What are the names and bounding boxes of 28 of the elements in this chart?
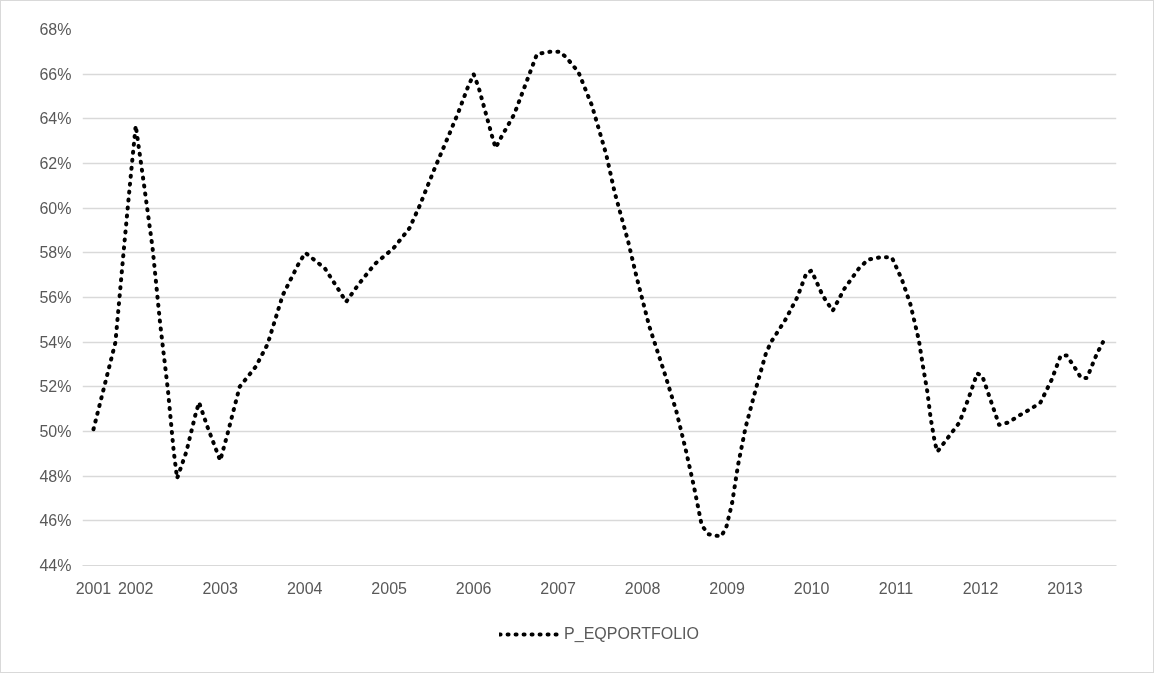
x-tick-label: 2012: [962, 579, 999, 597]
x-tick-label: 2009: [709, 579, 745, 597]
y-tick-label: 50%: [39, 423, 72, 440]
line-series: [91, 49, 1105, 539]
y-tick-label: 48%: [39, 467, 72, 485]
x-tick-label: 2006: [455, 579, 492, 597]
y-tick-label: 56%: [39, 289, 72, 306]
y-tick-label: 64%: [39, 110, 72, 128]
x-tick-label: 2013: [1047, 579, 1083, 597]
x-tick-label: 2007: [540, 579, 576, 597]
y-tick-label: 60%: [39, 199, 72, 217]
y-tick-label: 46%: [39, 512, 72, 530]
x-tick-label: 2011: [878, 579, 914, 597]
y-tick-label: 66%: [39, 65, 72, 83]
y-tick-label: 68%: [39, 21, 72, 38]
y-tick-label: 52%: [39, 378, 72, 396]
x-tick-label: 2003: [202, 579, 239, 597]
x-tick-label: 2002: [117, 579, 154, 597]
x-tick-label: 2008: [624, 579, 661, 597]
x-tick-label: 2001: [75, 579, 112, 597]
y-tick-label: 62%: [39, 155, 72, 172]
y-tick-label: 54%: [39, 333, 72, 351]
y-tick-label: 44%: [39, 557, 72, 574]
x-tick-label: 2010: [793, 579, 830, 597]
x-tick-label: 2004: [286, 579, 323, 597]
legend-label: P_EQPORTFOLIO: [564, 625, 699, 643]
x-tick-label: 2005: [371, 579, 408, 597]
y-tick-label: 58%: [39, 244, 72, 262]
